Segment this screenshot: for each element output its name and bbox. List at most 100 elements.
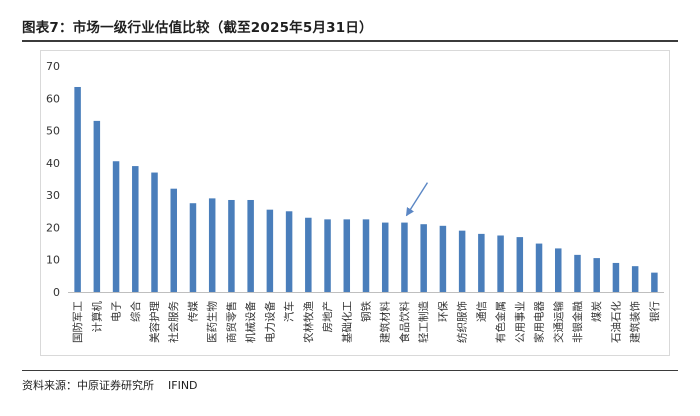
x-tick-label: 农林牧渔 xyxy=(302,301,315,343)
x-tick-label-text: 汽车 xyxy=(283,301,296,322)
source-rule xyxy=(22,370,678,371)
x-tick-label: 社会服务 xyxy=(167,301,180,343)
x-tick-label-text: 房地产 xyxy=(321,301,334,333)
x-tick-label-text: 非银金融 xyxy=(571,301,584,343)
y-axis: 0 10 20 30 40 50 60 70 xyxy=(46,60,60,299)
bar xyxy=(170,188,177,292)
x-tick-label: 纺织服饰 xyxy=(456,301,469,343)
source-suffix: IFIND xyxy=(168,379,198,392)
x-tick-label: 房地产 xyxy=(321,301,334,333)
x-tick-label: 医药生物 xyxy=(206,301,219,343)
bars-series xyxy=(74,86,658,292)
y-tick-label: 60 xyxy=(46,92,60,105)
x-tick-label-text: 传媒 xyxy=(186,301,199,322)
x-tick-label: 商贸零售 xyxy=(225,301,238,343)
x-tick-label: 有色金属 xyxy=(494,301,507,343)
bar xyxy=(343,219,351,292)
bar xyxy=(324,219,331,292)
x-tick-label: 环保 xyxy=(436,301,449,322)
bar xyxy=(439,225,447,292)
x-tick-label: 交通运输 xyxy=(552,301,565,343)
x-tick-label: 电子 xyxy=(110,301,123,322)
bar xyxy=(362,219,370,292)
x-tick-label-text: 通信 xyxy=(476,301,488,322)
chart-frame xyxy=(40,50,670,356)
x-tick-label-text: 国防军工 xyxy=(71,301,84,343)
x-tick-label: 建筑装饰 xyxy=(629,301,642,343)
y-tick-label: 0 xyxy=(53,286,60,299)
y-tick-label: 20 xyxy=(46,221,60,234)
x-tick-label: 传媒 xyxy=(186,301,199,322)
x-tick-label: 钢铁 xyxy=(360,301,373,322)
y-tick-label: 70 xyxy=(46,60,60,73)
x-tick-label-text: 美容护理 xyxy=(148,301,161,343)
x-tick-label: 美容护理 xyxy=(148,301,161,343)
x-tick-label-text: 家用电器 xyxy=(533,301,546,343)
bar xyxy=(458,230,466,292)
x-tick-label-text: 农林牧渔 xyxy=(302,301,315,343)
x-tick-label-text: 基础化工 xyxy=(340,301,353,343)
bar xyxy=(478,233,485,292)
bar xyxy=(574,254,581,292)
bar xyxy=(266,209,274,292)
source-note: 资料来源：中原证券研究所 IFIND xyxy=(22,377,198,393)
x-tick-label-text: 交通运输 xyxy=(552,301,565,343)
x-tick-label: 银行 xyxy=(648,301,661,322)
x-tick-label: 通信 xyxy=(476,301,488,322)
x-tick-label-text: 电力设备 xyxy=(263,301,276,343)
bar xyxy=(285,211,293,292)
x-tick-label-text: 轻工制造 xyxy=(417,301,430,343)
bar xyxy=(228,199,235,292)
y-tick-label: 40 xyxy=(46,157,60,170)
source-prefix: 资料来源：中原证券研究所 xyxy=(22,379,154,392)
y-tick-label: 30 xyxy=(46,189,60,202)
x-tick-label-text: 环保 xyxy=(436,301,449,322)
x-tick-label-text: 电子 xyxy=(110,301,123,322)
bar xyxy=(651,272,658,292)
x-tick-label-text: 银行 xyxy=(648,301,661,322)
x-tick-label: 国防军工 xyxy=(71,301,84,343)
x-tick-label-text: 有色金属 xyxy=(494,301,507,343)
x-tick-label: 机械设备 xyxy=(244,301,257,343)
x-tick-label-text: 医药生物 xyxy=(206,301,219,343)
bar xyxy=(305,217,312,292)
bar xyxy=(401,222,408,292)
x-tick-label-text: 机械设备 xyxy=(244,301,257,343)
x-tick-label-text: 纺织服饰 xyxy=(456,301,469,343)
x-tick-label: 建筑材料 xyxy=(379,301,392,343)
x-tick-label: 基础化工 xyxy=(340,301,353,343)
y-tick-label: 50 xyxy=(46,125,60,138)
x-tick-label: 食品饮料 xyxy=(398,301,411,343)
annotations xyxy=(405,182,429,217)
x-tick-label: 非银金融 xyxy=(571,301,584,343)
pointer-arrow xyxy=(405,182,429,217)
x-tick-label: 石油石化 xyxy=(609,301,622,343)
y-tick-label: 10 xyxy=(46,254,60,267)
x-tick-label-text: 综合 xyxy=(129,301,142,322)
x-tick-label: 综合 xyxy=(129,301,142,322)
x-tick-label: 计算机 xyxy=(90,301,103,333)
bar xyxy=(535,243,543,292)
x-tick-label: 煤炭 xyxy=(590,301,603,322)
x-tick-label-text: 建筑材料 xyxy=(379,301,392,343)
x-tick-label-text: 公用事业 xyxy=(513,301,526,343)
x-tick-label: 公用事业 xyxy=(513,301,526,343)
title-rule xyxy=(22,40,678,42)
bar xyxy=(247,199,254,292)
bar xyxy=(74,86,81,292)
x-tick-label-text: 建筑装饰 xyxy=(629,301,642,343)
x-tick-label-text: 计算机 xyxy=(90,301,103,333)
bar xyxy=(381,222,389,292)
x-axis: 国防军工 计算机 电子 综合 美容护理 社会服务 传媒 医药生物 商贸零售 机械设备 电力设备 汽车农… xyxy=(68,292,664,343)
chart-title: 图表7：市场一级行业估值比较（截至2025年5月31日） xyxy=(22,20,373,36)
x-tick-label-text: 钢铁 xyxy=(360,301,373,322)
bar xyxy=(420,224,427,292)
bar xyxy=(208,198,216,292)
bar xyxy=(516,237,524,292)
bar xyxy=(612,262,620,292)
bar xyxy=(555,248,562,292)
bar xyxy=(112,161,120,292)
bar xyxy=(631,266,639,292)
x-tick-label: 汽车 xyxy=(283,301,296,322)
